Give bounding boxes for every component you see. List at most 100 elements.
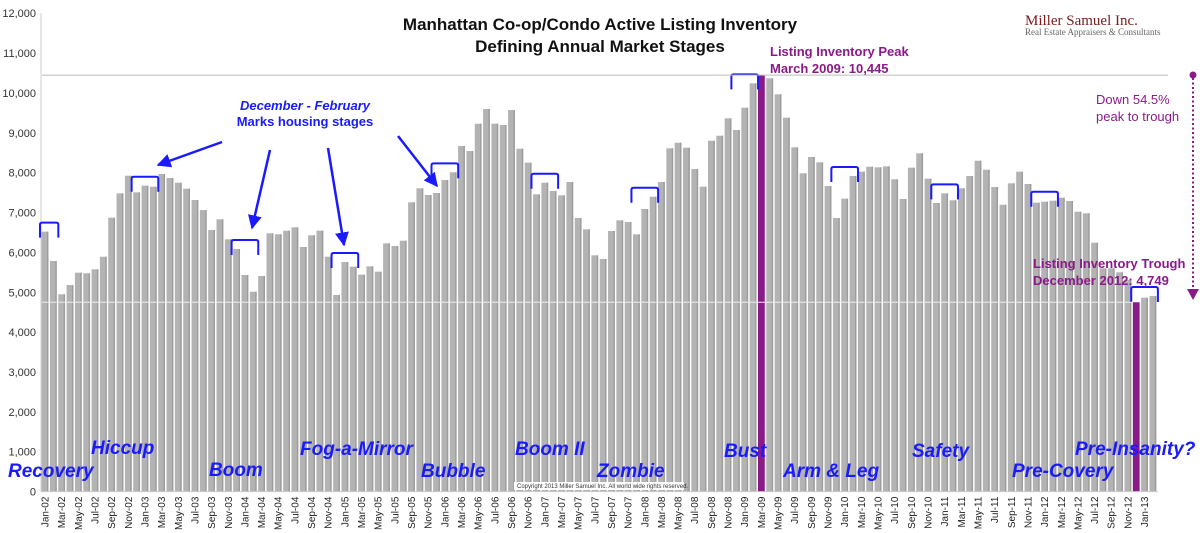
bar <box>458 146 465 492</box>
x-tick-label: Jul-06 <box>490 496 501 524</box>
bar-shade <box>1129 280 1132 492</box>
bar <box>591 255 599 492</box>
bar-shade <box>821 162 824 492</box>
x-tick-label: Nov-06 <box>524 496 535 529</box>
bar-shade <box>538 194 540 492</box>
bar-shade <box>405 240 407 492</box>
bar <box>166 178 174 492</box>
bar <box>358 274 365 492</box>
bar <box>399 240 407 492</box>
note-arrows <box>156 135 438 247</box>
bar-shade <box>471 151 474 492</box>
y-tick-label: 5,000 <box>8 287 36 299</box>
bar <box>924 178 932 492</box>
bar-shade <box>263 276 265 492</box>
stage-label: Pre-Covery <box>1012 461 1115 482</box>
bar-shade <box>1029 184 1032 492</box>
arrow-icon <box>248 149 272 230</box>
bar <box>416 188 424 492</box>
bar <box>283 230 290 492</box>
bracket-icon <box>1130 286 1159 303</box>
bar <box>782 117 790 492</box>
bar-shade <box>305 246 307 492</box>
bar <box>541 182 549 492</box>
bar-shade <box>596 255 599 492</box>
bar-shade <box>696 169 699 492</box>
x-tick-label: Jul-12 <box>1090 496 1101 524</box>
bar <box>774 94 782 492</box>
bar-shade <box>680 142 682 492</box>
bar-shade <box>954 200 957 492</box>
x-tick-label: Jul-10 <box>890 496 901 524</box>
bar <box>58 294 66 492</box>
bar <box>791 147 799 492</box>
bar <box>274 234 282 492</box>
bar-shade <box>1046 201 1048 492</box>
bar <box>1091 242 1098 492</box>
x-tick-label: Sep-07 <box>607 496 618 529</box>
bar-shade <box>530 162 532 492</box>
x-tick-label: Jan-11 <box>940 496 951 526</box>
bar <box>691 169 699 492</box>
bar <box>749 83 757 492</box>
bar-shade <box>313 235 315 492</box>
x-tick-label: Nov-03 <box>224 496 235 529</box>
bar <box>583 229 590 492</box>
bar-shade <box>438 193 440 492</box>
bar <box>508 110 515 492</box>
bar <box>974 160 982 492</box>
chart-subtitle: Defining Annual Market Stages <box>475 37 725 56</box>
bracket-icon <box>630 186 660 203</box>
x-axis: Jan-02 Mar-02 May-02 Jul-02 Sep-02 Nov-02 Jan-… <box>41 491 1158 530</box>
bar <box>1116 272 1123 492</box>
bar-shade <box>730 118 732 492</box>
x-tick-label: Sep-11 <box>1007 496 1018 528</box>
bar <box>949 200 957 492</box>
y-tick-label: 2,000 <box>8 407 36 419</box>
x-tick-label: May-11 <box>973 496 984 529</box>
bar-shade <box>613 231 615 492</box>
bar-shade <box>171 178 174 492</box>
bar-shade <box>296 227 299 492</box>
logo-tagline: Real Estate Appraisers & Consultants <box>1025 27 1161 37</box>
x-tick-label: May-08 <box>674 496 685 530</box>
bar-shade <box>430 195 432 492</box>
x-tick-label: Sep-02 <box>107 496 118 529</box>
x-tick-label: May-10 <box>874 496 885 530</box>
bar <box>708 140 715 492</box>
bar <box>616 220 624 492</box>
bar-shade <box>830 185 832 492</box>
x-tick-label: Mar-05 <box>357 496 368 528</box>
bar <box>957 188 965 492</box>
bar <box>683 147 690 492</box>
bar <box>174 182 182 492</box>
bar-shade <box>1071 201 1073 492</box>
y-axis: 0 1,000 2,000 3,000 4,000 5,000 6,000 7,000 8,00… <box>2 8 42 499</box>
x-tick-label: Jan-02 <box>41 496 52 527</box>
bar-shade <box>455 172 457 492</box>
bar-shade <box>463 146 465 492</box>
bar-shade <box>588 229 590 492</box>
bar <box>383 243 390 492</box>
bar-shade <box>496 123 499 492</box>
x-tick-label: Sep-08 <box>707 496 718 529</box>
x-tick-label: Jan-08 <box>640 496 651 527</box>
x-tick-label: Mar-02 <box>57 496 68 528</box>
bar <box>666 148 674 492</box>
stage-label: Zombie <box>596 461 665 482</box>
bar <box>108 217 116 492</box>
bar <box>891 179 899 492</box>
bar-shade <box>1063 197 1065 492</box>
bar <box>991 187 999 492</box>
x-tick-label: Mar-09 <box>757 496 768 528</box>
bar <box>699 186 707 492</box>
bar-shade <box>605 258 607 492</box>
bar <box>483 109 490 492</box>
bar-shade <box>846 198 849 492</box>
bar <box>341 262 349 492</box>
bar <box>1049 200 1057 492</box>
bar-shade <box>655 196 657 492</box>
bar-shade <box>280 234 282 492</box>
stage-label: Bubble <box>421 461 486 482</box>
bar-shade <box>1113 268 1115 492</box>
